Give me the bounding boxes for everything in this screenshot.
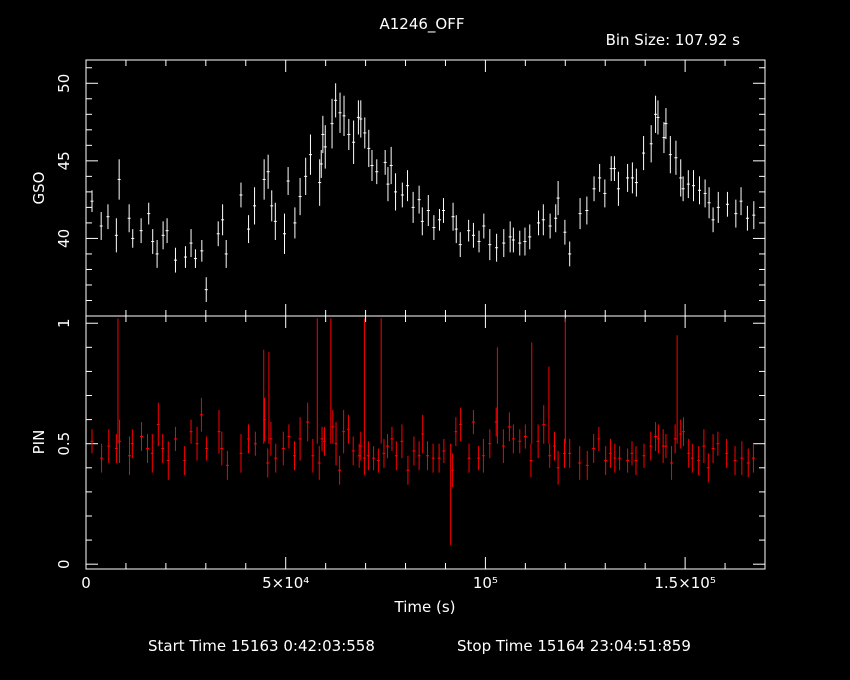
pin-y-tick-label: 0.5 [55, 432, 73, 456]
time-axis-tick-labels: 0 5×10⁴ 10⁵ 1.5×10⁵ [81, 574, 716, 592]
gso-series [90, 83, 756, 303]
time-axis-label: Time (s) [394, 598, 456, 616]
chart-title: A1246_OFF [380, 15, 465, 34]
bin-size-label: Bin Size: 107.92 s [606, 31, 741, 49]
gso-y-tick-label: 50 [55, 74, 73, 93]
gso-axis-tick-labels: 40 45 50 [55, 74, 73, 248]
pin-y-tick-label: 1 [55, 318, 73, 328]
gso-axis-label: GSO [30, 172, 48, 205]
gso-y-tick-label: 45 [55, 151, 73, 170]
pin-panel: 00.51 PIN [30, 315, 766, 570]
pin-panel-frame [85, 315, 766, 570]
time-axis-tick-label: 5×10⁴ [262, 574, 309, 592]
time-axis-tick-label: 0 [81, 574, 91, 592]
time-axis-tick-label: 10⁵ [473, 574, 498, 592]
time-axis-tick-label: 1.5×10⁵ [654, 574, 716, 592]
pin-axis-tick-labels: 00.51 [55, 318, 73, 568]
gso-y-tick-label: 40 [55, 229, 73, 248]
gso-panel: 40 45 50 GSO [30, 59, 766, 317]
start-time-label: Start Time 15163 0:42:03:558 [148, 637, 375, 655]
pin-axis-ticks [85, 316, 766, 569]
pin-axis-label: PIN [30, 430, 48, 455]
pin-y-tick-label: 0 [55, 559, 73, 569]
gso-panel-frame [85, 59, 766, 317]
pin-series [90, 318, 755, 545]
stop-time-label: Stop Time 15164 23:04:51:859 [457, 637, 691, 655]
gso-axis-ticks [85, 60, 766, 317]
